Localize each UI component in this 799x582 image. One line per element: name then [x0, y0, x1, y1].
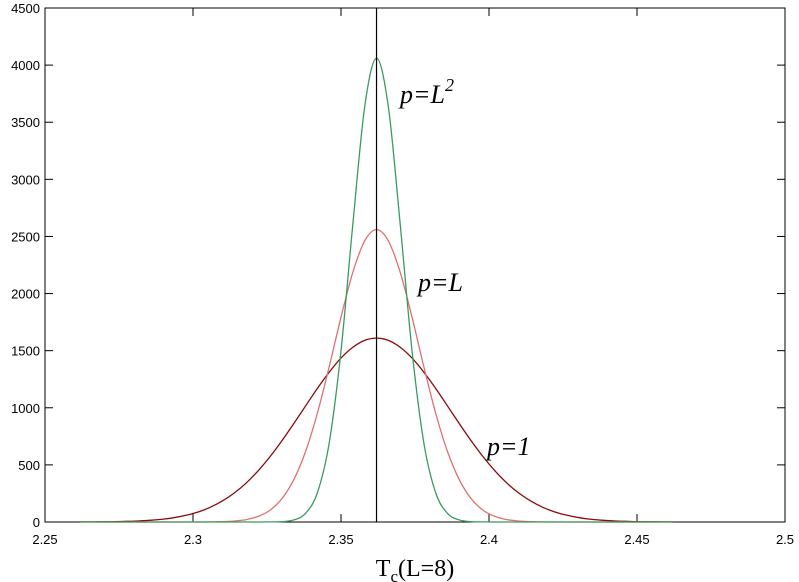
y-tick-label: 3500 — [11, 115, 40, 130]
curve-label-text: p=L — [398, 80, 445, 109]
x-tick-label: 2.25 — [32, 532, 57, 547]
x-tick-label: 2.35 — [328, 532, 353, 547]
y-tick-label: 2500 — [11, 229, 40, 244]
curve-label: p=L2 — [398, 75, 454, 109]
y-tick-label: 2000 — [11, 287, 40, 302]
y-tick-label: 0 — [33, 515, 40, 530]
y-tick-label: 4500 — [11, 1, 40, 16]
x-label-sub: c — [390, 567, 398, 582]
y-tick-label: 1500 — [11, 344, 40, 359]
x-label-tail: (L=8) — [398, 556, 454, 582]
x-label-main: T — [376, 556, 391, 582]
x-tick-label: 2.3 — [184, 532, 202, 547]
x-tick-label: 2.45 — [624, 532, 649, 547]
y-tick-label: 4000 — [11, 58, 40, 73]
y-tick-label: 1000 — [11, 401, 40, 416]
curve-label-sup: 2 — [445, 75, 454, 95]
curve-label-text: p=L — [416, 268, 463, 297]
plot-frame — [44, 7, 786, 523]
curve-label-text: p=1 — [485, 432, 531, 461]
x-axis-label: Tc(L=8) — [376, 556, 454, 582]
curve-label: p=1 — [485, 432, 531, 461]
y-tick-label: 500 — [18, 458, 40, 473]
x-tick-label: 2.4 — [480, 532, 498, 547]
x-tick-label: 2.5 — [776, 532, 794, 547]
curve-label: p=L — [416, 268, 463, 297]
y-tick-label: 3000 — [11, 172, 40, 187]
